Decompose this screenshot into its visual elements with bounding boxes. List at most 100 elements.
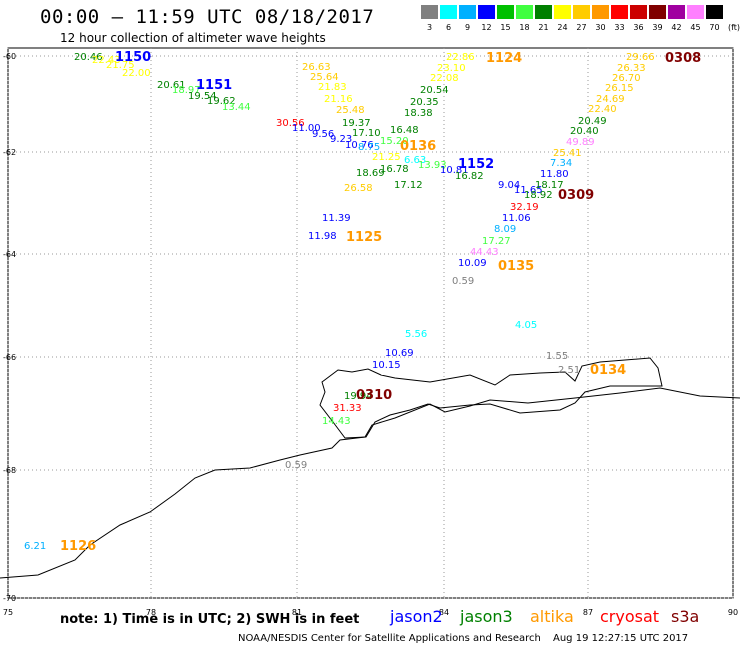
wave-height-value: 11.65 — [514, 185, 543, 196]
wave-height-value: 16.78 — [380, 164, 409, 175]
wave-height-value: 19.54 — [188, 91, 217, 102]
wave-height-value: 11.00 — [292, 123, 321, 134]
legend-label: 36 — [633, 23, 644, 32]
legend-swatch — [516, 5, 533, 19]
wave-height-value: 18.69 — [356, 168, 385, 179]
wave-height-value: 4.05 — [515, 320, 537, 331]
pass-time-label: 0309 — [558, 188, 594, 203]
wave-height-value: 20.46 — [74, 52, 103, 63]
wave-height-value: 21.25 — [372, 152, 401, 163]
legend-swatch — [535, 5, 552, 19]
axis-ticks: 75 78 81 84 87 90 -60 -62 -64 -66 -68 -70 — [3, 52, 738, 617]
legend-label: 70 — [709, 23, 720, 32]
legend-label: 12 — [481, 23, 492, 32]
ice-shelf-outline — [319, 357, 663, 439]
wave-height-value: 22.40 — [588, 104, 617, 115]
legend-swatch — [706, 5, 723, 19]
legend-label: 18 — [519, 23, 530, 32]
wave-height-value: 18.92 — [524, 190, 553, 201]
wave-height-value: 15.20 — [380, 136, 409, 147]
wave-height-value: 8.75 — [358, 142, 380, 153]
y-tick-label: -62 — [3, 148, 16, 157]
wave-height-value: 22.08 — [430, 73, 459, 84]
wave-height-value: 10.76 — [345, 140, 374, 151]
pass-time-label: 0308 — [665, 51, 701, 66]
legend-swatch — [440, 5, 457, 19]
wave-height-value: 9.23 — [330, 134, 352, 145]
wave-height-value: 22.86 — [446, 52, 475, 63]
pass-time-label: 0310 — [356, 388, 392, 403]
wave-height-value: 25.48 — [336, 105, 365, 116]
wave-height-value: 17.10 — [352, 128, 381, 139]
wave-height-value: 0.59 — [452, 276, 474, 287]
wave-height-value: 10.09 — [458, 258, 487, 269]
wave-height-value: 21.75 — [106, 60, 135, 71]
wave-height-value: 26.58 — [344, 183, 373, 194]
wave-height-value: 44.43 — [470, 247, 499, 258]
x-tick-label: 84 — [439, 608, 449, 617]
wave-height-value: 25.41 — [553, 148, 582, 159]
wave-height-value: 6.63 — [404, 155, 426, 166]
wave-height-value: 25.64 — [310, 72, 339, 83]
x-tick-label: 90 — [728, 608, 738, 617]
wave-height-value: 23.10 — [437, 63, 466, 74]
satellite-jason3: jason3 — [460, 607, 513, 626]
pass-labels: 1150 1151 1124 0308 1152 0136 0309 1125 0135 0134… — [60, 50, 701, 554]
legend-swatch — [630, 5, 647, 19]
legend-label: 24 — [557, 23, 568, 32]
legend-swatch — [421, 5, 438, 19]
wave-height-value: 20.54 — [420, 85, 449, 96]
wave-height-value: 20.40 — [570, 126, 599, 137]
wave-height-value: 11.80 — [540, 169, 569, 180]
satellite-jason2: jason2 — [390, 607, 443, 626]
legend-label: 21 — [538, 23, 549, 32]
pass-time-label: 0135 — [498, 259, 534, 274]
wave-height-value: 30.56 — [276, 118, 305, 129]
generated-timestamp: Aug 19 12:27:15 UTC 2017 — [553, 633, 689, 644]
legend-swatch — [668, 5, 685, 19]
legend-swatch — [554, 5, 571, 19]
wave-height-value: 49.89 — [566, 137, 595, 148]
pass-time-label: 0136 — [400, 139, 436, 154]
wave-height-value: 16.82 — [455, 171, 484, 182]
wave-height-value: 22.00 — [122, 68, 151, 79]
legend-label: 6 — [445, 23, 452, 32]
wave-height-value: 11.06 — [502, 213, 531, 224]
map-frame — [7, 47, 734, 599]
wave-height-value: 32.19 — [510, 202, 539, 213]
wave-height-value: 26.15 — [605, 83, 634, 94]
wave-height-value: 26.33 — [617, 63, 646, 74]
legend-label: 39 — [652, 23, 663, 32]
legend-label: 27 — [576, 23, 587, 32]
wave-height-value: 20.35 — [410, 97, 439, 108]
page-title: 00:00 – 11:59 UTC 08/18/2017 — [40, 6, 375, 28]
wave-height-value: 9.56 — [312, 129, 334, 140]
x-tick-label: 75 — [3, 608, 13, 617]
pass-time-label: 1150 — [115, 50, 151, 65]
legend-swatch — [497, 5, 514, 19]
x-tick-label: 87 — [583, 608, 593, 617]
pass-time-label: 1124 — [486, 51, 522, 66]
y-tick-label: -70 — [3, 594, 16, 603]
satellite-cryosat: cryosat — [600, 607, 660, 626]
pass-time-label: 1126 — [60, 539, 96, 554]
wave-height-value: 1.55 — [546, 351, 568, 362]
legend-label: 3 — [426, 23, 433, 32]
pass-time-label: 1125 — [346, 230, 382, 245]
credit-line: NOAA/NESDIS Center for Satellite Applica… — [238, 633, 541, 644]
wave-height-value: 16.48 — [390, 125, 419, 136]
wave-height-value: 22.43 — [92, 55, 121, 66]
wave-height-value: 21.83 — [318, 82, 347, 93]
wave-height-value: 29.66 — [626, 52, 655, 63]
wave-height-value: 14.43 — [322, 416, 351, 427]
wave-height-value: 18.97 — [172, 85, 201, 96]
wave-height-value: 11.39 — [322, 213, 351, 224]
wave-height-value: 0.59 — [285, 460, 307, 471]
wave-height-value: 18.38 — [404, 108, 433, 119]
wave-height-value: 26.70 — [612, 73, 641, 84]
wave-height-value: 17.12 — [394, 180, 423, 191]
x-tick-label: 78 — [146, 608, 156, 617]
wave-height-value: 13.93 — [418, 160, 447, 171]
